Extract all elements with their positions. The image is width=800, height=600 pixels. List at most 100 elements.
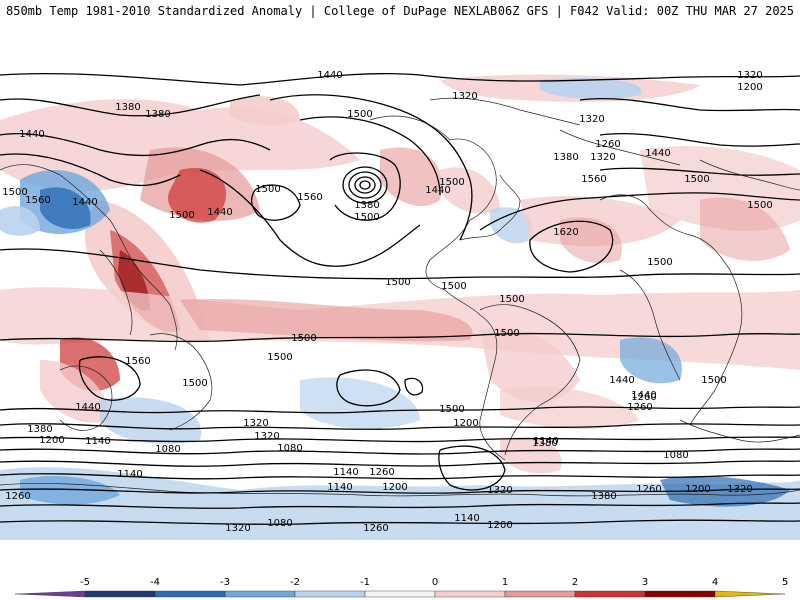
height-contours (0, 72, 800, 525)
contour-label: 1380 (354, 200, 379, 211)
contour-label: 1140 (327, 482, 352, 493)
contour-label: 1500 (747, 200, 772, 211)
contour-label: 1440 (207, 207, 232, 218)
contour-label: 1500 (291, 333, 316, 344)
colorbar-swatch (434, 590, 506, 598)
contour-label: 1500 (439, 404, 464, 415)
contour-label: 1320 (254, 431, 279, 442)
anomaly-shading (0, 74, 800, 540)
contour-label: 1560 (125, 356, 150, 367)
contour-label: 1500 (354, 212, 379, 223)
contour-label: 1560 (25, 195, 50, 206)
contour-label: 1140 (454, 513, 479, 524)
contour-label: 1080 (155, 444, 180, 455)
contour-label: 1080 (267, 518, 292, 529)
colorbar-tick-label: 1 (502, 577, 508, 588)
contour-label: 1380 (145, 109, 170, 120)
contour-label: 1080 (663, 450, 688, 461)
model-valid-time: 06Z GFS | F042 Valid: 00Z THU MAR 27 202… (497, 4, 794, 18)
contour-label: 1380 (591, 491, 616, 502)
contour-label: 1500 (347, 109, 372, 120)
contour-label: 1380 (27, 424, 52, 435)
colorbar-swatch (714, 590, 786, 598)
map-title: 850mb Temp 1981-2010 Standardized Anomal… (6, 4, 498, 18)
contour-label: 1560 (297, 192, 322, 203)
contour-label: 1260 (363, 523, 388, 534)
contour-label: 1500 (441, 281, 466, 292)
colorbar-tick-label: -1 (360, 577, 370, 588)
contour-label: 1440 (631, 390, 656, 401)
contour-label: 1320 (579, 114, 604, 125)
contour-label: 1440 (317, 70, 342, 81)
contour-label: 1560 (581, 174, 606, 185)
contour-label: 1320 (225, 523, 250, 534)
colorbar-tick-label: 0 (432, 577, 438, 588)
contour-label: 1200 (487, 520, 512, 531)
colorbar-tick-label: -3 (220, 577, 230, 588)
colorbar-swatch (154, 590, 226, 598)
contour-label: 1440 (645, 148, 670, 159)
contour-label: 1500 (267, 352, 292, 363)
contour-label: 1200 (39, 435, 64, 446)
colorbar-swatch (364, 590, 436, 598)
contour-label: 1500 (499, 294, 524, 305)
contour-label: 1500 (494, 328, 519, 339)
colorbar-tick-label: -2 (290, 577, 300, 588)
contour-label: 1440 (19, 129, 44, 140)
colorbar-swatch (294, 590, 366, 598)
contour-label: 1200 (685, 484, 710, 495)
contour-label: 1320 (590, 152, 615, 163)
contour-label: 1320 (243, 418, 268, 429)
contour-label: 1140 (85, 436, 110, 447)
contour-label: 1500 (439, 177, 464, 188)
colorbar-tick-label: 5 (782, 577, 788, 588)
colorbar-swatch (224, 590, 296, 598)
contour-labels: 1440 1380 1380 1440 1500 1560 1440 1500 … (2, 70, 772, 534)
contour-label: 1320 (452, 91, 477, 102)
contour-label: 1260 (631, 392, 656, 403)
contour-label: 1500 (2, 187, 27, 198)
colorbar-tick-label: 4 (712, 577, 718, 588)
contour-label: 1140 (533, 436, 558, 447)
contour-label: 1260 (627, 402, 652, 413)
contour-label: 1380 (115, 102, 140, 113)
colorbar-tick-label: -5 (80, 577, 90, 588)
contour-label: 1200 (453, 418, 478, 429)
contour-label: 1500 (701, 375, 726, 386)
contour-label: 1200 (737, 82, 762, 93)
colorbar-swatch (574, 590, 646, 598)
contour-label: 1500 (255, 184, 280, 195)
colorbar-swatch (84, 590, 156, 598)
colorbar-swatch (644, 590, 716, 598)
contour-label: 1260 (636, 484, 661, 495)
contour-label: 1500 (169, 210, 194, 221)
contour-label: 1500 (647, 257, 672, 268)
contour-label: 1440 (425, 185, 450, 196)
contour-label: 1440 (72, 197, 97, 208)
contour-label: 1500 (684, 174, 709, 185)
contour-label: 1320 (727, 484, 752, 495)
colorbar-swatch (504, 590, 576, 598)
colorbar-tick-label: 3 (642, 577, 648, 588)
anomaly-map: 1440 1380 1380 1440 1500 1560 1440 1500 … (0, 40, 800, 540)
contour-label: 1380 (553, 152, 578, 163)
colorbar-swatch (14, 590, 86, 598)
contour-label: 1500 (182, 378, 207, 389)
contour-label: 1440 (609, 375, 634, 386)
contour-label: 1440 (75, 402, 100, 413)
contour-label: 1620 (553, 227, 578, 238)
contour-label: 1320 (737, 70, 762, 81)
contour-label: 1200 (382, 482, 407, 493)
colorbar-tick-label: -4 (150, 577, 160, 588)
colorbar-tick-label: 2 (572, 577, 578, 588)
contour-label: 1500 (385, 277, 410, 288)
contour-label: 1320 (487, 485, 512, 496)
contour-label: 1140 (333, 467, 358, 478)
contour-label: 1260 (5, 491, 30, 502)
contour-label: 1260 (595, 139, 620, 150)
contour-label: 1380 (532, 438, 557, 449)
coastlines (0, 97, 800, 497)
contour-label: 1140 (117, 469, 142, 480)
contour-label: 1260 (369, 467, 394, 478)
anomaly-colorbar: -5 -4 -3 -2 -1 0 1 2 3 4 5 (14, 577, 788, 598)
